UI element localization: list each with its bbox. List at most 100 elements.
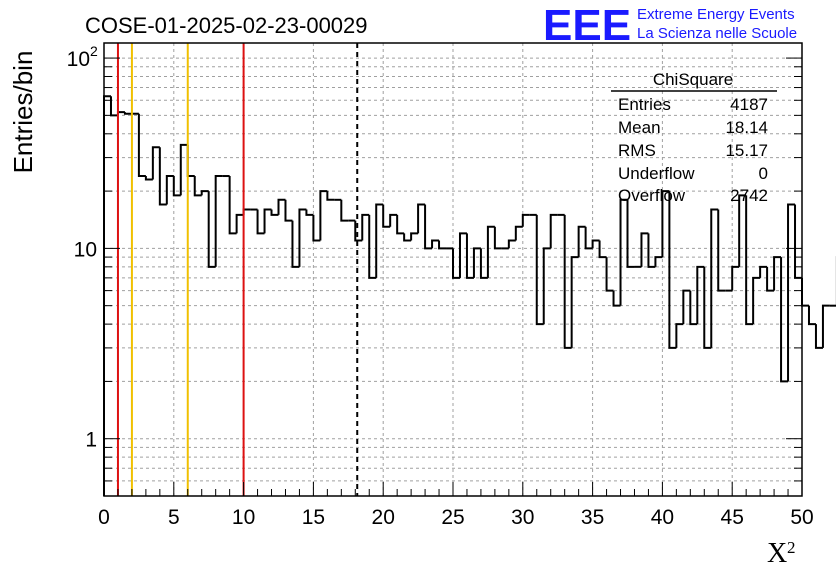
histogram-bin — [563, 214, 572, 349]
histogram-bin — [479, 248, 488, 279]
histogram-bin — [731, 265, 740, 291]
histogram-bin — [103, 95, 111, 496]
x-tick-label: 40 — [651, 506, 674, 529]
histogram-bin — [696, 265, 705, 325]
y-tick-label: 1 — [85, 429, 97, 452]
histogram-bin — [598, 240, 607, 259]
histogram-bin — [640, 232, 649, 267]
histogram-bin — [465, 233, 474, 279]
histogram-bin — [263, 208, 272, 234]
chart-title: COSE-01-2025-02-23-00029 — [85, 13, 368, 38]
stats-label-underflow: Underflow — [618, 164, 695, 183]
histogram-bin — [535, 214, 544, 326]
stats-label-mean: Mean — [618, 118, 661, 137]
histogram-bin — [626, 199, 635, 268]
x-tick-label: 50 — [790, 506, 813, 529]
histogram-bin — [389, 213, 398, 227]
histogram-bin — [801, 277, 809, 307]
histogram-bin — [207, 191, 216, 268]
histogram-bin — [821, 304, 830, 348]
histogram-bin — [235, 213, 244, 234]
histogram-bin — [577, 225, 586, 258]
histogram-bin — [507, 239, 516, 249]
histogram-bin — [312, 214, 321, 242]
histogram-bin — [458, 232, 467, 278]
x-tick-label: 20 — [372, 506, 395, 529]
stats-label-rms: RMS — [618, 141, 656, 160]
histogram-bin — [242, 208, 251, 215]
stats-label-overflow: Overflow — [618, 186, 686, 205]
histogram-bin — [158, 147, 167, 206]
histogram-bin — [780, 257, 789, 383]
histogram-bin — [675, 323, 684, 348]
histogram-bin — [661, 190, 670, 258]
histogram-bin — [179, 143, 188, 196]
histogram-bin — [382, 204, 391, 228]
histogram-bin — [717, 209, 726, 292]
histogram-bin — [584, 226, 593, 250]
histogram-bin — [340, 199, 349, 222]
histogram-bin — [703, 266, 712, 349]
histogram-bin — [368, 214, 377, 279]
histogram-bin — [654, 256, 663, 267]
histogram-bin — [151, 146, 160, 180]
threshold-lines — [116, 43, 359, 496]
histogram-bin — [766, 266, 775, 292]
histogram-bin — [200, 190, 209, 196]
histogram-bin — [689, 290, 698, 326]
histogram-bin — [172, 176, 181, 197]
histogram-bin — [668, 191, 677, 349]
histogram-bin — [361, 213, 370, 241]
histogram-bin — [326, 191, 335, 201]
histogram-bin — [521, 213, 530, 227]
histogram-bin — [570, 256, 579, 348]
histogram-bin — [514, 225, 523, 241]
x-tick-label: 10 — [232, 506, 255, 529]
histogram-bin — [291, 220, 300, 268]
histogram-bin — [123, 112, 132, 115]
x-tick-label: 25 — [441, 506, 464, 529]
histogram-bin — [228, 176, 237, 235]
y-tick-label-exponent: 2 — [90, 43, 98, 59]
axes — [103, 42, 803, 497]
histogram-bin — [144, 176, 153, 181]
stats-value-underflow: 0 — [759, 164, 768, 183]
histogram-bin — [452, 248, 460, 279]
stats-title: ChiSquare — [653, 70, 733, 89]
stats-box: ChiSquare Entries 4187 Mean 18.14 RMS 15… — [611, 70, 777, 205]
histogram-bin — [542, 247, 551, 325]
histogram-bin — [486, 225, 495, 278]
x-axis-label-superscript: 2 — [787, 538, 796, 557]
stats-value-overflow: 2742 — [730, 186, 768, 205]
histogram-bin — [738, 194, 747, 267]
histogram-bin — [256, 209, 265, 235]
histogram-bin — [354, 220, 363, 242]
y-tick-label: 10 — [67, 48, 90, 71]
histogram-bin — [710, 208, 719, 348]
histogram-bin — [305, 209, 314, 216]
histogram-bin — [605, 257, 614, 292]
y-tick-label: 10 — [74, 238, 97, 261]
histogram-bin — [647, 233, 656, 268]
eee-logo: EEE — [543, 1, 631, 50]
histogram-bin — [591, 239, 600, 249]
histogram-bin — [682, 289, 691, 325]
histogram-bin — [270, 209, 279, 216]
logo-line-1: Extreme Energy Events — [637, 6, 795, 23]
x-axis-label: X — [767, 538, 787, 569]
histogram-bin — [319, 190, 328, 241]
histogram-bin — [193, 176, 202, 197]
x-tick-label: 35 — [581, 506, 604, 529]
histogram-bin — [549, 213, 558, 249]
x-tick-label: 30 — [511, 506, 534, 529]
histogram-bin — [137, 113, 146, 178]
x-tick-label: 45 — [721, 506, 744, 529]
stats-value-entries: 4187 — [730, 95, 768, 114]
histogram-bin — [745, 195, 754, 326]
histogram-bin — [787, 203, 796, 382]
histogram-bin — [472, 247, 481, 278]
y-axis-label: Entries/bin — [8, 51, 38, 174]
histogram-bin — [284, 199, 293, 222]
